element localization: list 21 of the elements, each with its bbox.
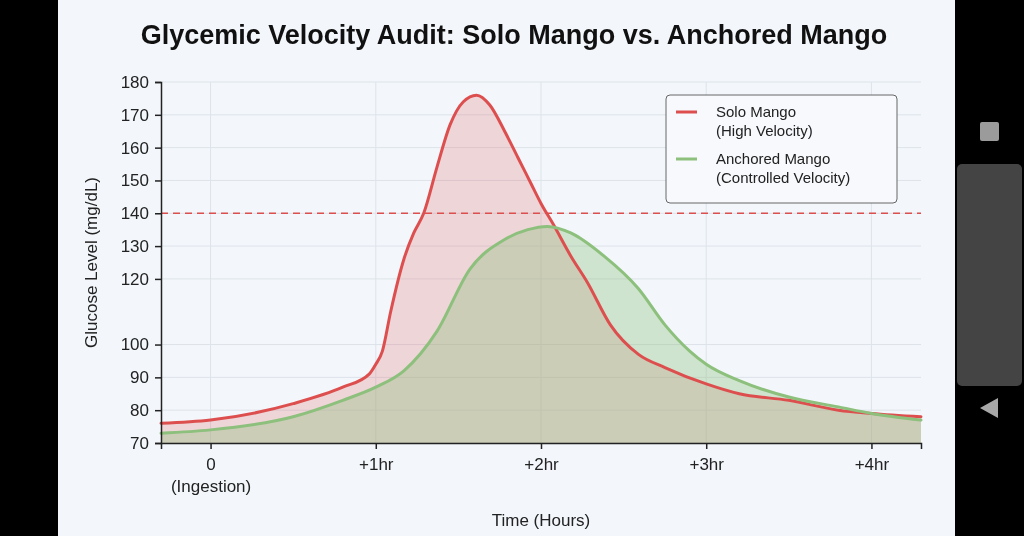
y-axis-title: Glucose Level (mg/dL): [82, 176, 101, 349]
x-tick-label: +2hr: [524, 455, 560, 475]
y-tick-label: 150: [120, 171, 149, 191]
x-tick-label: +1hr: [359, 455, 394, 475]
x-tick-label: 0 (Ingestion): [170, 455, 252, 497]
legend-label: Solo Mango (High Velocity): [716, 103, 813, 139]
y-tick-label: 140: [120, 204, 149, 224]
y-tick-label: 80: [130, 401, 149, 421]
y-tick-label: 100: [120, 335, 149, 355]
x-tick-label: +4hr: [854, 455, 890, 475]
x-axis-title: Time (Hours): [491, 511, 591, 530]
y-tick-label: 70: [130, 433, 149, 453]
y-tick-label: 130: [120, 237, 149, 257]
y-tick-label: 120: [120, 269, 149, 289]
y-tick-label: 180: [120, 72, 149, 92]
y-tick-label: 170: [120, 105, 149, 125]
x-tick-label: +3hr: [689, 455, 725, 475]
y-tick-label: 90: [130, 368, 149, 388]
y-tick-label: 160: [120, 138, 149, 158]
legend-label: Anchored Mango (Controlled Velocity): [716, 150, 851, 186]
chart-title: Glycemic Velocity Audit: Solo Mango vs. Anchored Mango: [140, 20, 888, 50]
